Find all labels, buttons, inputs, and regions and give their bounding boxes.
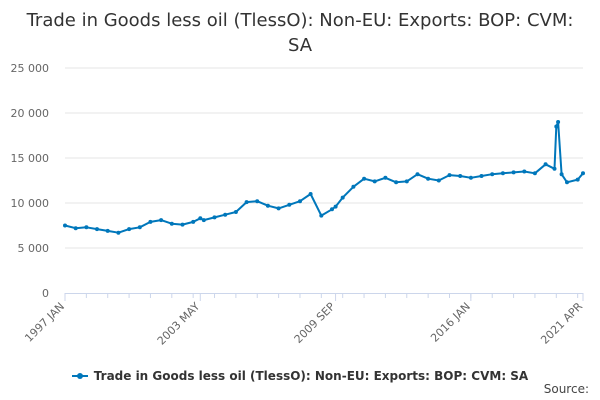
data-point (426, 176, 431, 181)
data-point (522, 169, 527, 174)
data-point (180, 222, 185, 227)
data-point (127, 227, 132, 232)
data-point (191, 219, 196, 224)
y-tick-label: 5 000 (18, 242, 50, 255)
data-point (351, 184, 356, 189)
data-point (340, 195, 345, 200)
data-point (458, 174, 463, 178)
data-point (490, 172, 495, 177)
data-point (383, 175, 388, 180)
data-point (169, 221, 174, 226)
data-point (287, 202, 292, 207)
data-point (223, 212, 228, 217)
data-point (63, 223, 67, 228)
data-point (319, 213, 324, 218)
data-point (372, 179, 377, 184)
legend-swatch (71, 373, 88, 379)
x-tick-label: 2009 SEP (292, 300, 338, 346)
data-point (532, 171, 537, 176)
data-point (84, 225, 89, 230)
series-line (64, 121, 584, 234)
y-tick-label: 20 000 (11, 107, 50, 120)
data-point (552, 166, 557, 171)
data-point (233, 210, 238, 214)
y-tick-label: 15 000 (11, 152, 50, 165)
data-point (201, 218, 206, 223)
x-tick-label: 1997 JAN (22, 300, 67, 345)
data-point (500, 171, 505, 176)
data-point (73, 226, 78, 231)
data-point (543, 162, 548, 167)
data-point (212, 215, 217, 220)
chart-legend: Trade in Goods less oil (TlessO): Non-EU… (0, 366, 600, 383)
data-point (559, 172, 564, 177)
y-tick-label: 0 (42, 287, 49, 300)
data-point (581, 171, 585, 176)
data-point (554, 124, 559, 129)
data-point (479, 174, 484, 178)
data-point (105, 228, 110, 233)
data-point (116, 230, 121, 235)
data-point (159, 218, 164, 223)
data-point (556, 120, 561, 124)
data-point (330, 207, 334, 212)
legend-label: Trade in Goods less oil (TlessO): Non-EU… (93, 369, 529, 383)
data-point (95, 227, 99, 232)
x-tick-label: 2003 MAY (155, 300, 203, 348)
x-tick-label: 2021 APR (538, 300, 585, 347)
data-point (511, 170, 516, 175)
data-point (447, 173, 452, 178)
data-point (415, 172, 420, 177)
data-point (137, 225, 142, 230)
data-point (265, 203, 270, 208)
data-point (394, 180, 399, 185)
data-point (362, 176, 367, 181)
data-point (404, 179, 409, 184)
data-point (255, 199, 260, 204)
chart-title: Trade in Goods less oil (TlessO): Non-EU… (26, 10, 574, 56)
data-point (276, 206, 281, 211)
y-tick-label: 25 000 (11, 62, 50, 75)
source-credit: Source: (543, 382, 589, 396)
data-point (298, 199, 302, 204)
data-point (333, 204, 338, 209)
data-point (308, 192, 313, 196)
data-point (575, 177, 580, 182)
data-point (244, 200, 249, 205)
x-tick-label: 2016 JAN (428, 300, 473, 345)
data-point (565, 180, 569, 185)
y-tick-label: 10 000 (11, 197, 50, 210)
data-point (198, 216, 203, 221)
data-point (468, 175, 473, 180)
data-point (148, 219, 153, 224)
data-point (436, 178, 441, 183)
